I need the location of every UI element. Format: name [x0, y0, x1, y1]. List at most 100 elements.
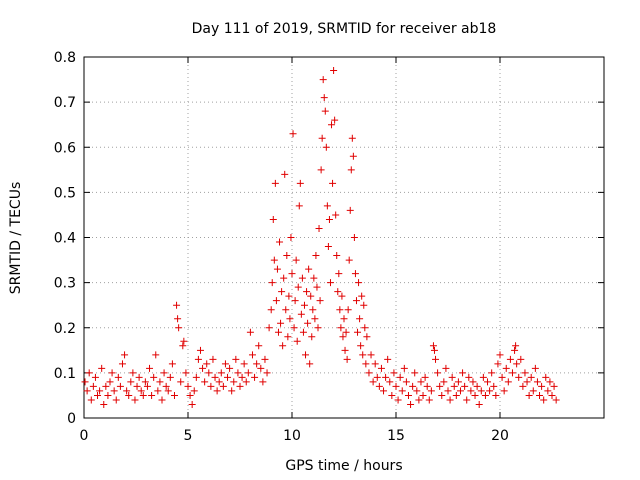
data-point: [508, 369, 516, 377]
data-point: [362, 360, 370, 368]
data-point: [272, 297, 280, 305]
data-point: [83, 387, 91, 395]
data-point: [294, 283, 302, 291]
data-point: [521, 369, 529, 377]
data-point: [110, 387, 118, 395]
data-point: [481, 391, 489, 399]
data-point: [316, 297, 324, 305]
y-tick-label: 0.2: [54, 321, 76, 337]
data-point: [184, 382, 192, 390]
data-point: [392, 382, 400, 390]
data-point: [118, 360, 126, 368]
data-point: [486, 387, 494, 395]
data-point: [540, 396, 548, 404]
data-point: [98, 364, 106, 372]
data-point: [352, 297, 360, 305]
data-point: [471, 391, 479, 399]
data-point: [279, 342, 287, 350]
data-point: [338, 292, 346, 300]
data-point: [421, 373, 429, 381]
data-point: [312, 252, 320, 260]
data-point: [357, 342, 365, 350]
data-point: [454, 378, 462, 386]
data-point: [238, 373, 246, 381]
data-point: [166, 373, 174, 381]
data-point: [190, 387, 198, 395]
data-point: [104, 391, 112, 399]
data-point: [329, 179, 337, 187]
data-point: [148, 391, 156, 399]
data-point: [102, 382, 110, 390]
data-point: [402, 378, 410, 386]
data-point: [339, 333, 347, 341]
data-point: [201, 378, 209, 386]
data-point: [440, 378, 448, 386]
data-point: [333, 252, 341, 260]
data-point: [525, 391, 533, 399]
data-point: [531, 364, 539, 372]
data-point: [343, 355, 351, 363]
data-point: [461, 382, 469, 390]
data-point: [337, 324, 345, 332]
data-point: [336, 306, 344, 314]
data-point: [306, 360, 314, 368]
data-point: [550, 382, 558, 390]
data-point: [427, 387, 435, 395]
data-point: [94, 391, 102, 399]
data-point: [154, 387, 162, 395]
data-point: [108, 369, 116, 377]
data-point: [236, 382, 244, 390]
data-point: [517, 355, 525, 363]
data-point: [496, 351, 504, 359]
axis-ticks: 0 0.1 0.2 0.3 0.4 0.5 0.6 0.7 0.8 0 5 10 15 20: [54, 50, 604, 444]
gridlines: [84, 57, 604, 418]
data-point: [513, 360, 521, 368]
x-axis-label: GPS time / hours: [285, 458, 402, 474]
data-point: [432, 355, 440, 363]
data-point: [295, 202, 303, 210]
data-point: [475, 400, 483, 408]
x-tick-label: 0: [80, 428, 89, 444]
data-point: [283, 252, 291, 260]
data-point: [456, 387, 464, 395]
data-point: [386, 378, 394, 386]
data-point: [442, 364, 450, 372]
data-point: [281, 170, 289, 178]
data-point: [417, 378, 425, 386]
data-point: [382, 373, 390, 381]
data-point: [323, 202, 331, 210]
data-point: [446, 396, 454, 404]
data-point: [380, 387, 388, 395]
data-point: [179, 342, 187, 350]
y-tick-label: 0.7: [54, 95, 76, 111]
data-point: [116, 382, 124, 390]
data-point: [255, 342, 263, 350]
data-point: [511, 346, 519, 354]
data-point: [253, 360, 261, 368]
data-point: [268, 279, 276, 287]
data-point: [174, 315, 182, 323]
data-point: [213, 387, 221, 395]
data-point: [356, 315, 364, 323]
data-point: [371, 360, 379, 368]
data-point: [221, 360, 229, 368]
data-point: [322, 143, 330, 151]
data-point: [215, 378, 223, 386]
data-point: [96, 387, 104, 395]
data-point: [121, 351, 129, 359]
data-point: [91, 373, 99, 381]
data-point: [317, 166, 325, 174]
data-point: [114, 373, 122, 381]
data-point: [211, 373, 219, 381]
data-point: [112, 396, 120, 404]
data-point: [318, 134, 326, 142]
data-point: [358, 292, 366, 300]
data-point: [177, 378, 185, 386]
data-point: [415, 396, 423, 404]
data-point: [307, 292, 315, 300]
data-point: [311, 315, 319, 323]
data-point: [459, 369, 467, 377]
data-point: [224, 373, 232, 381]
data-point: [314, 324, 322, 332]
